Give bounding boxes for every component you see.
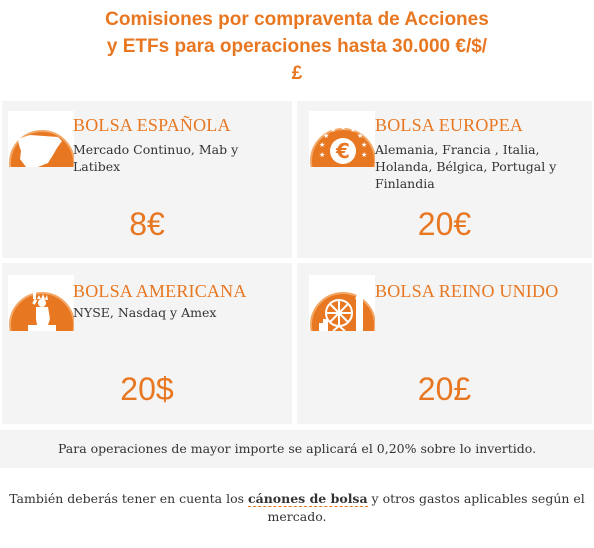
- card-title: BOLSA ESPAÑOLA: [73, 115, 231, 135]
- card-title: BOLSA REINO UNIDO: [375, 281, 559, 301]
- svg-text:★: ★: [319, 141, 325, 149]
- footer-text-after: y otros gastos aplicables según el merca…: [267, 491, 585, 524]
- london-eye-icon: [309, 275, 375, 331]
- svg-text:★: ★: [361, 141, 367, 149]
- card-bolsa-europea: ★ ★ ★ ★ ★ ★ ★ ★ ★ € BOLSA EUROPEA Aleman…: [297, 101, 592, 258]
- footer-text: También deberás tener en cuenta los cáno…: [0, 490, 594, 526]
- euro-stars-icon: ★ ★ ★ ★ ★ ★ ★ ★ ★ €: [309, 111, 375, 167]
- card-bolsa-reino-unido: BOLSA REINO UNIDO 20£: [297, 263, 592, 424]
- card-price: 20€: [417, 206, 472, 242]
- canones-de-bolsa-link[interactable]: cánones de bolsa: [248, 491, 368, 507]
- card-description: NYSE, Nasdaq y Amex: [73, 305, 217, 320]
- card-title: BOLSA AMERICANA: [73, 281, 247, 301]
- card-description: Alemania, Francia , Italia, Holanda, Bél…: [375, 142, 557, 191]
- large-operations-note: Para operaciones de mayor importe se apl…: [0, 430, 594, 468]
- svg-text:★: ★: [323, 132, 329, 140]
- svg-text:★: ★: [350, 126, 356, 134]
- svg-text:★: ★: [357, 132, 363, 140]
- page-title: Comisiones por compraventa de Acciones y…: [40, 6, 554, 87]
- statue-of-liberty-icon: [8, 275, 74, 331]
- svg-text:★: ★: [330, 126, 336, 134]
- spain-map-icon: [8, 111, 74, 167]
- footer-text-before: También deberás tener en cuenta los: [9, 491, 248, 506]
- svg-text:★: ★: [340, 124, 346, 132]
- svg-text:★: ★: [361, 151, 367, 159]
- card-price: 20$: [120, 371, 174, 407]
- card-title: BOLSA EUROPEA: [375, 115, 524, 135]
- card-price: 8€: [129, 206, 165, 242]
- card-description: Mercado Continuo, Mab y Latibex: [73, 142, 239, 174]
- svg-text:€: €: [335, 139, 350, 163]
- page-title-line-2: y ETFs para operaciones hasta 30.000 €/$…: [106, 36, 488, 57]
- card-bolsa-espanola: BOLSA ESPAÑOLA Mercado Continuo, Mab y L…: [2, 101, 292, 258]
- page-title-line-1: Comisiones por compraventa de Acciones: [105, 9, 489, 30]
- svg-text:★: ★: [319, 151, 325, 159]
- card-price: 20£: [417, 371, 472, 407]
- page-title-line-3: £: [291, 63, 303, 84]
- card-bolsa-americana: BOLSA AMERICANA NYSE, Nasdaq y Amex 20$: [2, 263, 292, 424]
